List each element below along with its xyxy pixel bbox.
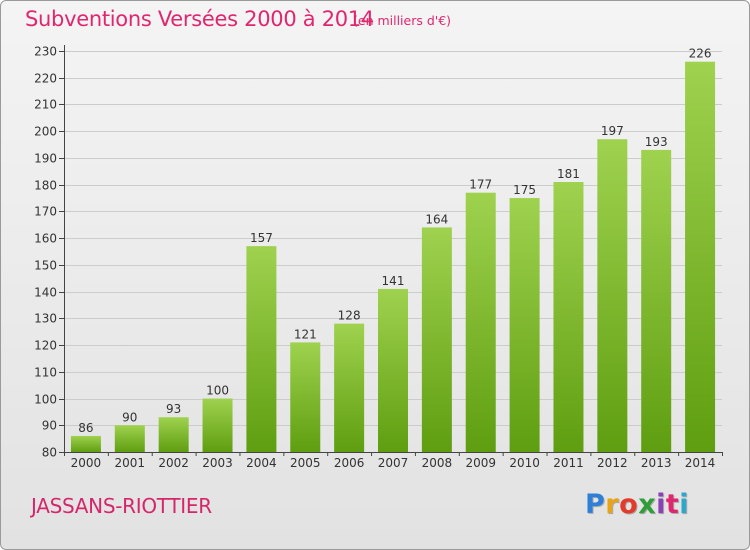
bar-2002 xyxy=(158,417,189,452)
bar-2001 xyxy=(114,425,145,452)
x-tick-label-2014: 2014 xyxy=(685,456,716,470)
value-label-2012: 197 xyxy=(601,124,624,138)
y-tick-label: 80 xyxy=(42,446,57,460)
bar-2000 xyxy=(70,435,101,452)
logo-letter: i xyxy=(679,489,690,520)
x-tick-label-2001: 2001 xyxy=(115,456,146,470)
y-tick-label: 130 xyxy=(34,312,57,326)
y-tick-label: 190 xyxy=(34,152,57,166)
x-tick-label-2002: 2002 xyxy=(158,456,189,470)
x-tick-label-2006: 2006 xyxy=(334,456,365,470)
value-label-2000: 86 xyxy=(78,421,93,435)
bar-2012 xyxy=(597,139,628,452)
x-tick-label-2003: 2003 xyxy=(202,456,233,470)
value-label-2011: 181 xyxy=(557,167,580,181)
bar-2004 xyxy=(246,246,277,452)
logo-letter: r xyxy=(605,489,620,520)
y-tick-label: 230 xyxy=(34,45,57,59)
x-tick-label-2012: 2012 xyxy=(597,456,628,470)
value-label-2002: 93 xyxy=(166,402,181,416)
y-tick-label: 210 xyxy=(34,98,57,112)
proxiti-logo[interactable]: Proxiti xyxy=(585,489,689,520)
bar-2005 xyxy=(290,342,321,452)
logo-letter: t xyxy=(665,489,680,520)
labels: 8090100110120130140150160170180190200210… xyxy=(34,45,715,471)
y-tick-label: 200 xyxy=(34,125,57,139)
value-label-2005: 121 xyxy=(294,327,317,341)
x-tick-label-2013: 2013 xyxy=(641,456,672,470)
value-label-2014: 226 xyxy=(689,47,712,61)
value-label-2008: 164 xyxy=(425,212,448,226)
bar-2006 xyxy=(334,323,365,452)
x-tick-label-2005: 2005 xyxy=(290,456,321,470)
bar-2009 xyxy=(465,192,496,453)
value-label-2003: 100 xyxy=(206,384,229,398)
bars xyxy=(70,61,716,453)
x-tick-label-2011: 2011 xyxy=(553,456,584,470)
x-tick-label-2000: 2000 xyxy=(71,456,102,470)
bar-2003 xyxy=(202,398,233,452)
chart-title: Subventions Versées 2000 à 2014 xyxy=(25,7,374,31)
value-label-2004: 157 xyxy=(250,231,273,245)
value-label-2013: 193 xyxy=(645,135,668,149)
bar-2013 xyxy=(641,149,672,452)
logo-letter: o xyxy=(619,489,639,520)
value-label-2006: 128 xyxy=(338,309,361,323)
chart-subtitle: (en milliers d'€) xyxy=(353,13,452,28)
value-label-2009: 177 xyxy=(469,178,492,192)
axes xyxy=(59,45,723,456)
value-label-2001: 90 xyxy=(122,410,137,424)
y-tick-label: 180 xyxy=(34,179,57,193)
bar-2011 xyxy=(553,181,584,452)
value-label-2010: 175 xyxy=(513,183,536,197)
y-tick-label: 120 xyxy=(34,339,57,353)
logo-letter: P xyxy=(585,489,606,520)
x-tick-label-2010: 2010 xyxy=(509,456,540,470)
x-tick-label-2008: 2008 xyxy=(422,456,453,470)
logo-letter: x xyxy=(638,489,657,520)
y-tick-label: 100 xyxy=(34,393,57,407)
bar-2007 xyxy=(378,288,408,452)
y-tick-label: 90 xyxy=(42,419,57,433)
x-tick-label-2004: 2004 xyxy=(246,456,277,470)
y-tick-label: 220 xyxy=(34,72,57,86)
place-name: JASSANS-RIOTTIER xyxy=(31,494,212,518)
logo-letter: i xyxy=(656,489,666,520)
y-tick-label: 140 xyxy=(34,286,57,300)
y-tick-label: 110 xyxy=(34,366,57,380)
y-tick-label: 170 xyxy=(34,205,57,219)
value-label-2007: 141 xyxy=(382,274,405,288)
x-tick-label-2007: 2007 xyxy=(378,456,409,470)
y-tick-label: 160 xyxy=(34,232,57,246)
y-tick-label: 150 xyxy=(34,259,57,273)
bar-2010 xyxy=(509,198,540,452)
bar-2008 xyxy=(421,227,452,452)
x-tick-label-2009: 2009 xyxy=(465,456,496,470)
bar-2014 xyxy=(685,61,716,453)
